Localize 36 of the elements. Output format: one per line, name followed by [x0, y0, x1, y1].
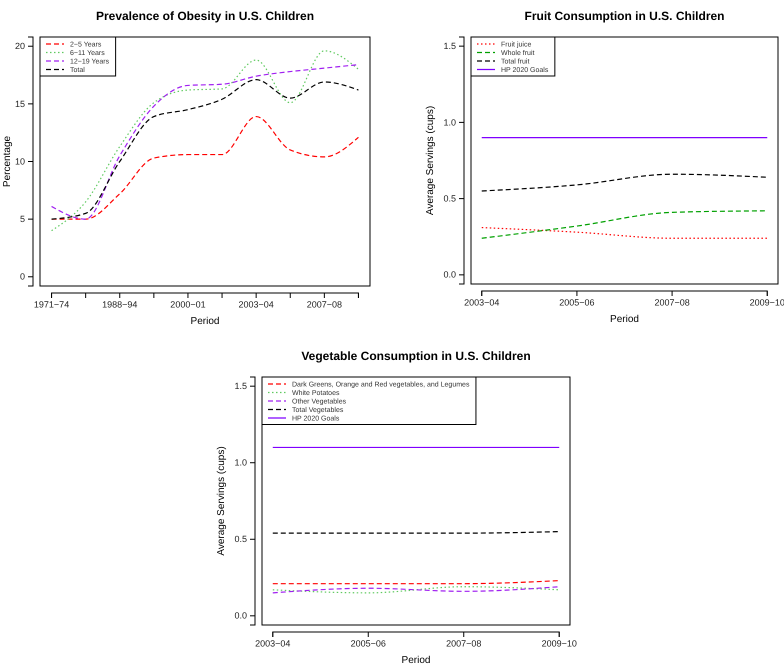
y-tick-label: 20 — [14, 41, 25, 52]
x-tick-label: 1988−94 — [102, 299, 138, 310]
x-tick-label: 2007−08 — [446, 638, 482, 648]
line-series — [481, 174, 768, 192]
x-tick-label: 2000−01 — [170, 299, 206, 310]
y-tick-label: 10 — [14, 156, 25, 166]
x-tick-label: 2005−06 — [350, 638, 386, 648]
y-tick-label: 0.0 — [234, 610, 247, 621]
y-tick-label: 5 — [20, 214, 25, 224]
x-tick-label: 2009−10 — [542, 638, 577, 648]
y-tick-label: 1.0 — [443, 117, 456, 128]
y-tick-label: 15 — [14, 98, 25, 109]
chart-title: Prevalence of Obesity in U.S. Children — [96, 9, 314, 23]
y-tick-label: 0.5 — [443, 193, 456, 204]
x-tick-label: 1971−74 — [34, 299, 70, 310]
x-tick-label: 2005−06 — [559, 297, 595, 308]
y-tick-label: 1.5 — [234, 381, 247, 392]
y-tick-label: 1.5 — [443, 41, 456, 52]
y-tick-label: 0 — [20, 272, 25, 282]
x-tick-label: 2003−04 — [255, 638, 290, 648]
chart-title: Vegetable Consumption in U.S. Children — [301, 349, 531, 363]
y-tick-label: 0.5 — [234, 534, 247, 544]
x-tick-label: 2003−04 — [464, 297, 500, 308]
y-tick-label: 1.0 — [234, 458, 247, 468]
x-tick-label: 2007−08 — [654, 297, 690, 308]
x-axis-title: Period — [610, 314, 639, 325]
x-tick-label: 2007−08 — [306, 299, 342, 310]
x-tick-label: 2003−04 — [238, 299, 274, 310]
y-axis-title: Average Servings (cups) — [425, 106, 436, 216]
x-axis-title: Period — [190, 316, 220, 327]
y-axis-title: Percentage — [2, 135, 13, 188]
x-axis-title: Period — [402, 655, 430, 665]
line-series — [481, 210, 768, 239]
y-tick-label: 0.0 — [443, 270, 456, 280]
chart-title: Fruit Consumption in U.S. Children — [524, 9, 724, 23]
y-axis-title: Average Servings (cups) — [216, 446, 227, 556]
